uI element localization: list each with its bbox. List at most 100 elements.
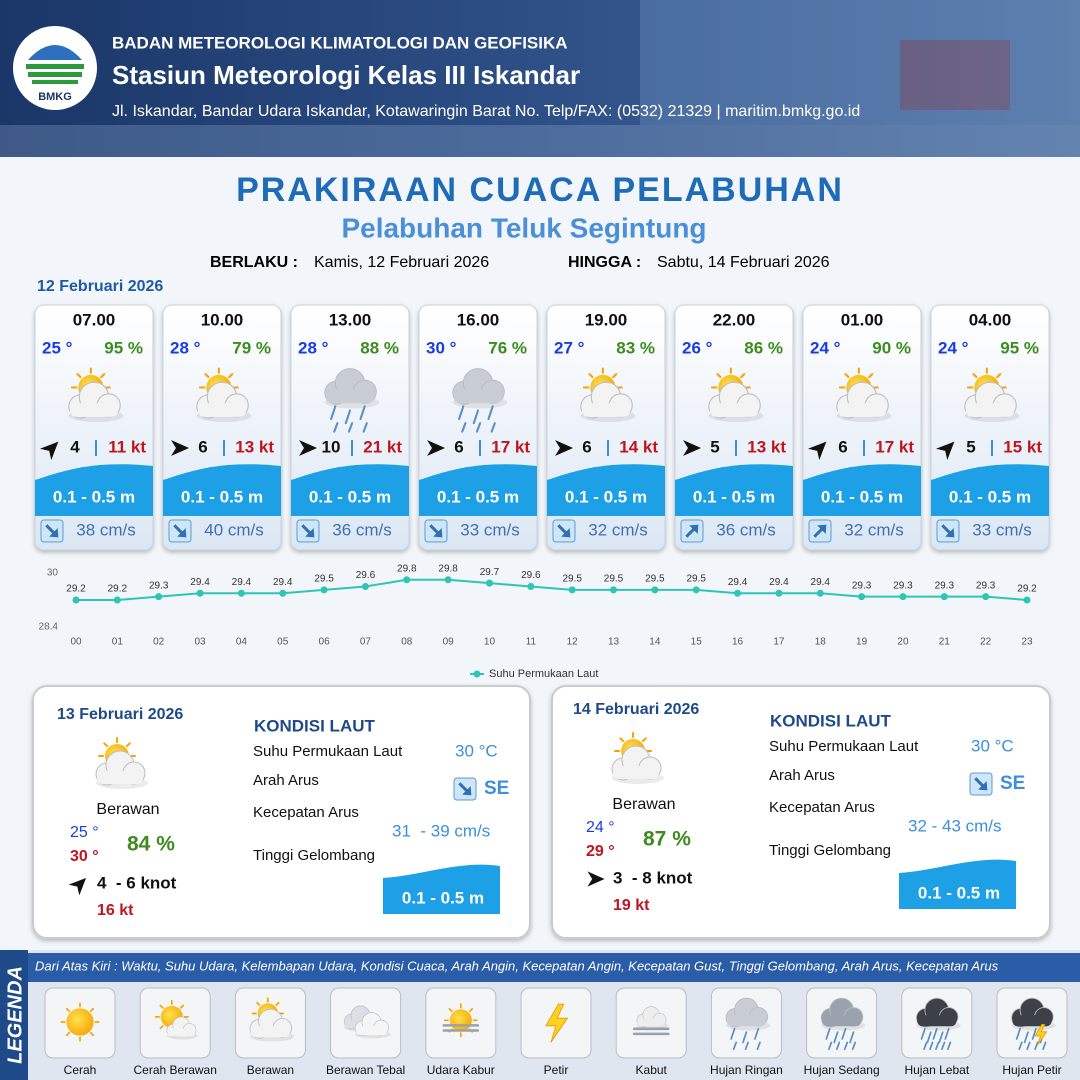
cloud-part bbox=[250, 1026, 290, 1038]
x-tick-label: 08 bbox=[401, 637, 413, 648]
sun-ray bbox=[65, 1031, 71, 1037]
wind-direction bbox=[427, 440, 445, 456]
humidity: 83 % bbox=[616, 338, 655, 357]
logo-stripe bbox=[32, 80, 78, 84]
sun-ray bbox=[740, 373, 746, 379]
point bbox=[485, 579, 493, 587]
rain-drop bbox=[1042, 1041, 1047, 1051]
legend-item-label: Hujan Lebat bbox=[904, 1063, 969, 1077]
legend-marker bbox=[473, 670, 481, 678]
cloud bbox=[708, 381, 764, 423]
rain-drop bbox=[362, 422, 368, 433]
humidity: 79 % bbox=[232, 338, 271, 357]
temp-min: 24 ° bbox=[586, 819, 615, 836]
legend-item-label: Hujan Ringan bbox=[710, 1063, 783, 1077]
cloud-part bbox=[1012, 1015, 1052, 1027]
humidity: 90 % bbox=[872, 338, 911, 357]
current-direction bbox=[458, 782, 472, 796]
x-tick-label: 21 bbox=[939, 637, 951, 648]
wind-direction bbox=[587, 871, 605, 887]
value-label: 29.4 bbox=[232, 577, 252, 588]
x-tick-label: 16 bbox=[732, 637, 744, 648]
sea-label: Tinggi Gelombang bbox=[253, 847, 375, 864]
current-speed: 33 cm/s bbox=[972, 520, 1032, 539]
gust: 19 kt bbox=[613, 897, 650, 914]
current-direction-label: SE bbox=[1000, 773, 1025, 794]
cloud bbox=[95, 750, 148, 789]
title: PRAKIRAAN CUACA PELABUHAN bbox=[236, 171, 844, 209]
point bbox=[361, 583, 369, 590]
cloud bbox=[324, 368, 380, 409]
wave-height: 0.1 - 0.5 m bbox=[565, 487, 647, 506]
value-label: 29.6 bbox=[356, 570, 376, 581]
x-tick-label: 13 bbox=[608, 637, 620, 648]
rain-drop bbox=[1018, 1041, 1023, 1051]
wind-range: 3 - 8 knot bbox=[613, 868, 693, 887]
current-speed: 36 cm/s bbox=[332, 520, 392, 539]
value-label: 29.3 bbox=[976, 580, 996, 591]
point bbox=[403, 576, 411, 584]
current-speed: 40 cm/s bbox=[204, 520, 264, 539]
rain-drop bbox=[946, 1041, 952, 1051]
value-label: 29.5 bbox=[314, 574, 334, 585]
outlook-date: 13 Februari 2026 bbox=[57, 706, 183, 723]
sun-ray bbox=[159, 1025, 164, 1030]
weather-icon bbox=[820, 997, 866, 1051]
humidity: 88 % bbox=[360, 338, 399, 357]
rain-drop bbox=[926, 1031, 932, 1044]
outlook-panel bbox=[32, 685, 531, 939]
current-speed: 36 cm/s bbox=[716, 520, 776, 539]
wind-direction bbox=[299, 440, 317, 456]
x-tick-label: 03 bbox=[194, 637, 206, 648]
lightning bbox=[545, 1003, 569, 1043]
cloud bbox=[166, 1016, 198, 1040]
sea-label: Tinggi Gelombang bbox=[769, 842, 891, 859]
legend-item-label: Berawan Tebal bbox=[326, 1063, 405, 1077]
cloud-part bbox=[822, 1015, 862, 1027]
point bbox=[568, 586, 576, 594]
legend-item-label: Hujan Petir bbox=[1002, 1063, 1061, 1077]
temperature: 28 ° bbox=[298, 338, 329, 357]
weather-icon bbox=[1011, 997, 1056, 1051]
time: 13.00 bbox=[329, 310, 372, 329]
wave-area bbox=[675, 464, 793, 516]
current-speed: 38 cm/s bbox=[76, 520, 136, 539]
point bbox=[444, 576, 452, 584]
current-direction bbox=[685, 524, 699, 538]
value-label: 29.8 bbox=[438, 563, 458, 574]
wind-speed: 5 bbox=[966, 437, 975, 456]
legend-item-label: Petir bbox=[544, 1063, 569, 1077]
cloud-part bbox=[97, 771, 143, 784]
outlook-date: 14 Februari 2026 bbox=[573, 701, 699, 718]
rain-drop bbox=[929, 1041, 934, 1051]
value-label: 29.3 bbox=[149, 580, 169, 591]
gust: 15 kt bbox=[1003, 437, 1042, 456]
x-tick-label: 20 bbox=[897, 637, 909, 648]
sun-ray bbox=[972, 373, 978, 379]
rain-drop bbox=[475, 422, 482, 433]
gust: 17 kt bbox=[491, 437, 530, 456]
current-speed: 33 cm/s bbox=[460, 520, 520, 539]
cloud bbox=[1011, 997, 1056, 1031]
point bbox=[113, 596, 121, 604]
rain-drop bbox=[825, 1027, 831, 1040]
sea-temperature: 30 °C bbox=[971, 736, 1014, 755]
sun-ray bbox=[76, 373, 82, 379]
rain-drop bbox=[742, 1031, 748, 1044]
time: 16.00 bbox=[457, 310, 500, 329]
value-label: 29.4 bbox=[273, 577, 293, 588]
x-tick-label: 04 bbox=[236, 637, 248, 648]
rain-drop bbox=[333, 422, 339, 433]
cloud-part bbox=[837, 403, 887, 417]
current-arrow bbox=[177, 528, 187, 538]
humidity: 84 % bbox=[127, 833, 175, 856]
sea-temperature: 30 °C bbox=[455, 741, 498, 760]
rain-drop bbox=[732, 1041, 738, 1051]
cloud-part bbox=[637, 1018, 665, 1027]
today-date: 12 Februari 2026 bbox=[37, 278, 163, 295]
sea-label: Arah Arus bbox=[769, 767, 835, 784]
wave-area bbox=[931, 464, 1049, 516]
value-label: 29.8 bbox=[397, 563, 417, 574]
current-direction bbox=[173, 524, 187, 538]
